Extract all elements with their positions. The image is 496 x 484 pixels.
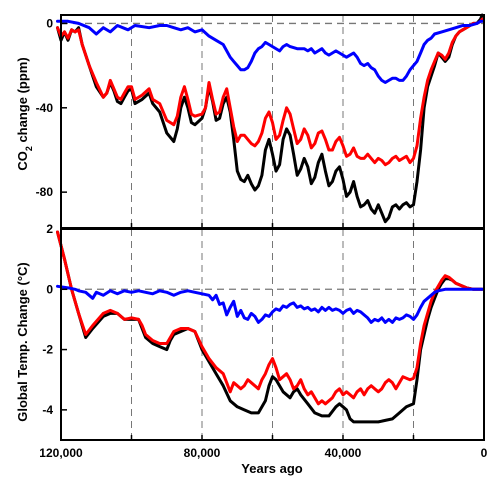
temp-series-red xyxy=(56,230,484,406)
temp-plot-frame xyxy=(60,228,485,441)
temp-ytick-label: 0 xyxy=(46,282,53,296)
xtick-label: 0 xyxy=(481,446,488,460)
co2-axis-title: CO2 change (ppm) xyxy=(15,57,34,170)
co2-ytick-label: -80 xyxy=(36,185,54,199)
x-axis-title: Years ago xyxy=(241,461,302,476)
co2-ytick-label: 0 xyxy=(46,16,53,30)
co2-series-red xyxy=(56,17,484,167)
temp-ytick-label: 2 xyxy=(46,222,53,236)
temp-series-blue xyxy=(56,284,484,324)
xtick-label: 80,000 xyxy=(184,446,221,460)
temp-ytick-label: -4 xyxy=(42,403,53,417)
temp-ytick-label: -2 xyxy=(42,343,53,357)
co2-panel: CO2 change (ppm) 0 -40 -80 xyxy=(15,13,485,229)
temperature-panel: Global Temp. Change (°C) Years ago 2 0 -2 -… xyxy=(15,222,488,476)
co2-ytick-label: -40 xyxy=(36,101,54,115)
co2-series-blue xyxy=(56,19,484,84)
xtick-label: 40,000 xyxy=(325,446,362,460)
temperature-axis-title: Global Temp. Change (°C) xyxy=(15,262,30,422)
temp-series-black xyxy=(56,230,484,424)
xtick-label: 120,000 xyxy=(39,446,83,460)
